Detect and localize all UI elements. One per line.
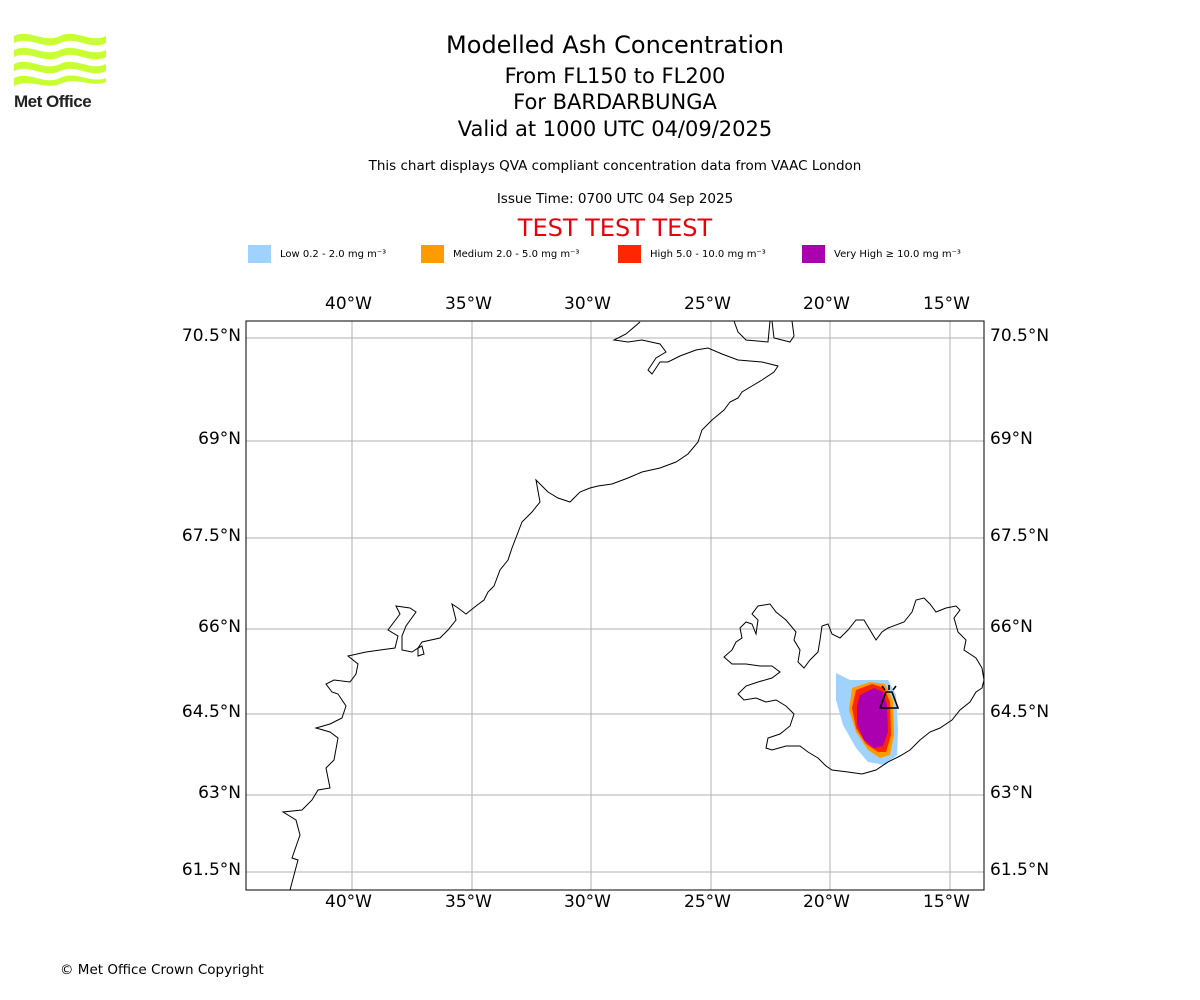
valid-time: Valid at 1000 UTC 04/09/2025 [457, 117, 773, 141]
ash-high [852, 684, 891, 752]
copyright: © Met Office Crown Copyright [60, 962, 264, 978]
legend-swatch-medium [421, 245, 444, 263]
x-tick-top: 35°W [445, 294, 492, 314]
map-gridlines [246, 321, 984, 890]
volcano-icon [878, 685, 900, 709]
legend-swatch-low [248, 245, 271, 263]
met-office-logo [14, 30, 106, 94]
ash-medium [849, 682, 894, 758]
legend-item-medium: Medium 2.0 - 5.0 mg m⁻³ [421, 244, 579, 264]
legend-swatch-high [618, 245, 641, 263]
x-tick-top: 20°W [803, 294, 850, 314]
y-tick-left: 70.5°N [181, 326, 241, 346]
y-tick-left: 66°N [198, 617, 241, 637]
y-tick-left: 69°N [198, 429, 241, 449]
test-banner: TEST TEST TEST [517, 214, 713, 242]
legend-item-very-high: Very High ≥ 10.0 mg m⁻³ [802, 244, 961, 264]
x-tick-bottom: 15°W [923, 892, 970, 912]
legend-label-very-high: Very High ≥ 10.0 mg m⁻³ [834, 248, 961, 260]
y-tick-left: 67.5°N [181, 526, 241, 546]
x-tick-top: 40°W [325, 294, 372, 314]
y-tick-right: 69°N [990, 429, 1033, 449]
x-tick-top: 30°W [564, 294, 611, 314]
legend-label-medium: Medium 2.0 - 5.0 mg m⁻³ [453, 248, 580, 260]
legend-label-low: Low 0.2 - 2.0 mg m⁻³ [280, 248, 387, 260]
y-tick-right: 67.5°N [990, 526, 1050, 546]
y-tick-left: 64.5°N [181, 702, 241, 722]
x-tick-bottom: 40°W [325, 892, 372, 912]
y-tick-right: 64.5°N [990, 702, 1050, 722]
y-tick-right: 61.5°N [990, 860, 1050, 880]
small-island [417, 645, 425, 657]
coastline [281, 321, 984, 890]
chart-title: Modelled Ash Concentration [446, 31, 784, 59]
y-tick-right: 70.5°N [990, 326, 1050, 346]
x-tick-top: 25°W [684, 294, 731, 314]
x-tick-bottom: 30°W [564, 892, 611, 912]
x-tick-bottom: 20°W [803, 892, 850, 912]
y-tick-right: 66°N [990, 617, 1033, 637]
map-frame [245, 320, 985, 891]
logo-text: Met Office [14, 92, 92, 111]
description: This chart displays QVA compliant concen… [368, 158, 862, 174]
flight-levels: From FL150 to FL200 [504, 64, 726, 88]
ash-plume [836, 673, 898, 765]
y-tick-left: 61.5°N [181, 860, 241, 880]
iceland-coast [723, 597, 984, 775]
y-tick-left: 63°N [198, 783, 241, 803]
x-tick-bottom: 25°W [684, 892, 731, 912]
volcano-name: For BARDARBUNGA [513, 90, 717, 114]
issue-time: Issue Time: 0700 UTC 04 Sep 2025 [496, 191, 734, 207]
y-tick-right: 63°N [990, 783, 1033, 803]
logo-waves-icon [14, 33, 106, 86]
legend-item-high: High 5.0 - 10.0 mg m⁻³ [618, 244, 766, 264]
legend-item-low: Low 0.2 - 2.0 mg m⁻³ [248, 244, 386, 264]
x-tick-top: 15°W [923, 294, 970, 314]
legend-label-high: High 5.0 - 10.0 mg m⁻³ [650, 248, 766, 260]
greenland-coast-north [733, 321, 795, 343]
ash-low [836, 673, 898, 765]
legend-swatch-very-high [802, 245, 825, 263]
ash-very-high [857, 688, 888, 748]
x-tick-bottom: 35°W [445, 892, 492, 912]
greenland-coast [281, 321, 779, 890]
